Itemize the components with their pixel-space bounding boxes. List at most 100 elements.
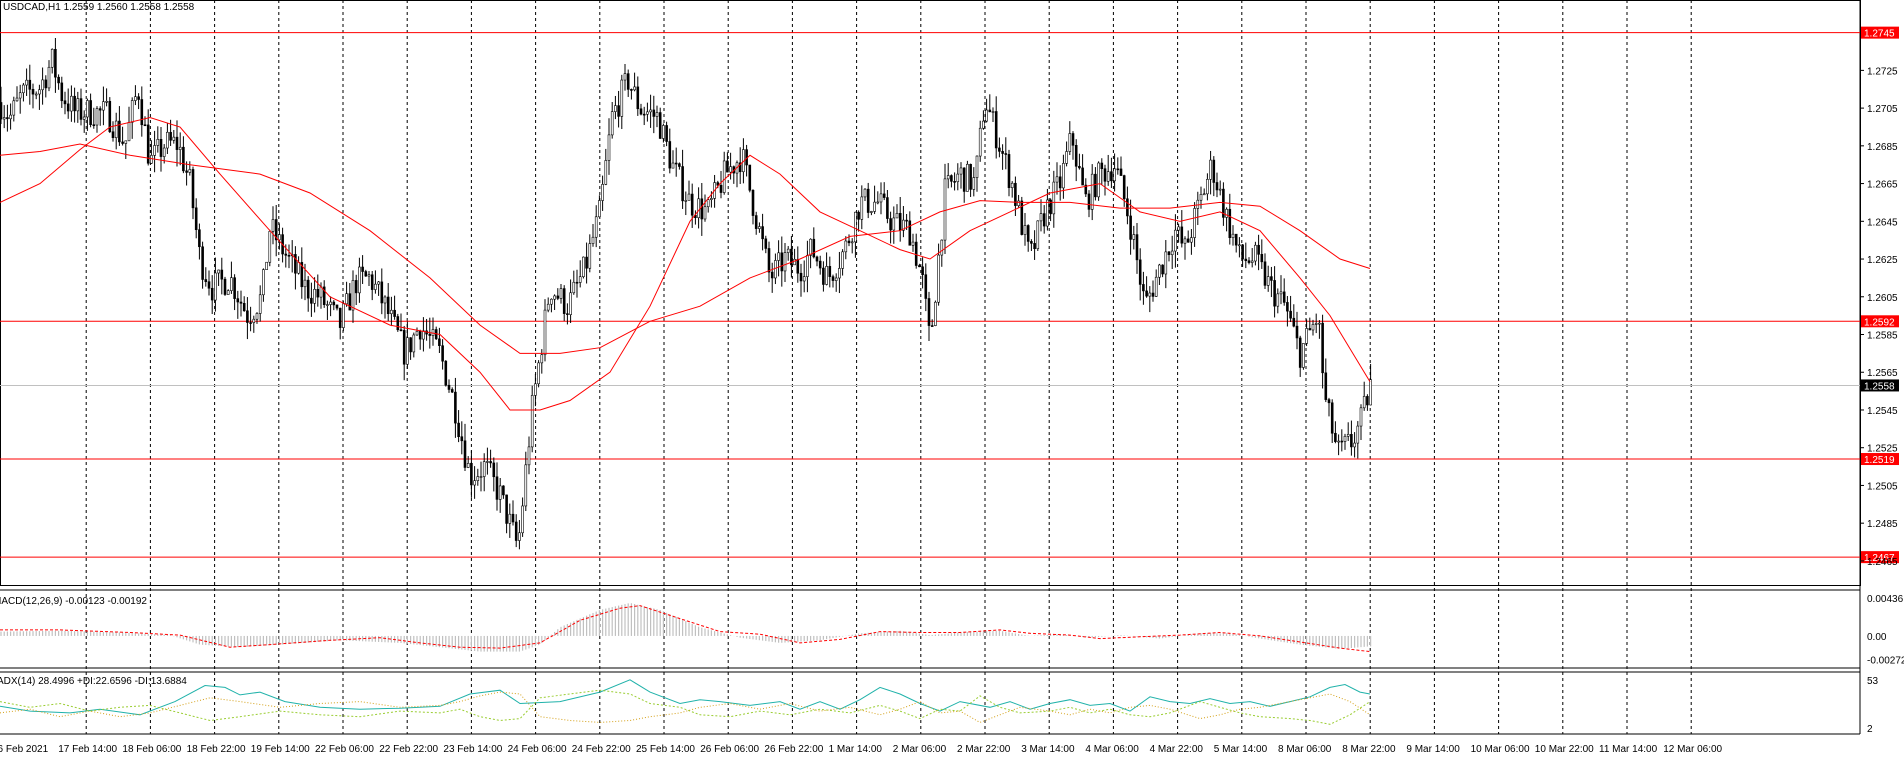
candle-body	[322, 286, 326, 306]
y-tick-label: 1.2465	[1867, 557, 1898, 568]
candle-body	[761, 226, 764, 240]
candle-body	[287, 254, 291, 257]
candle-body	[1026, 225, 1030, 242]
candle-body	[607, 134, 611, 161]
candle-body	[162, 147, 166, 157]
candle-body	[1161, 264, 1164, 275]
candle-body	[799, 272, 803, 282]
candle-body	[556, 295, 560, 299]
candle-body	[1190, 237, 1193, 243]
candle-body	[767, 248, 771, 273]
candle-body	[764, 238, 768, 249]
y-tick-label: 1.2505	[1867, 481, 1898, 492]
candle-body	[655, 112, 659, 117]
candle-body	[60, 82, 64, 102]
candle-body	[486, 461, 489, 463]
candle-body	[1177, 226, 1180, 231]
candle-body	[18, 92, 22, 99]
candle-body	[1087, 193, 1091, 210]
candle-body	[975, 155, 979, 178]
candle-body	[140, 99, 144, 126]
candle-body	[198, 229, 201, 248]
candle-body	[905, 219, 908, 222]
candle-body	[1302, 343, 1305, 368]
candle-body	[124, 140, 128, 144]
candle-body	[610, 111, 614, 136]
candle-body	[313, 288, 316, 304]
price-level-value: 1.2467	[1864, 553, 1895, 564]
y-tick-label: 1.2565	[1867, 368, 1898, 379]
candle-body	[310, 297, 313, 304]
candle-body	[492, 462, 496, 478]
candle-body	[25, 79, 28, 86]
candle-body	[498, 485, 502, 500]
candle-body	[226, 290, 230, 295]
candle-body	[121, 141, 124, 144]
macd-signal-line	[0, 605, 1371, 653]
candle-body	[962, 167, 966, 192]
candle-body	[1292, 317, 1296, 327]
candle-body	[268, 231, 272, 263]
candle-body	[1346, 434, 1350, 437]
candle-body	[1090, 173, 1094, 210]
candle-body	[342, 303, 345, 328]
candle-body	[1356, 425, 1360, 444]
y-tick-label: 1.2605	[1867, 293, 1898, 304]
candle-body	[882, 193, 886, 198]
candle-body	[169, 131, 172, 141]
candle-body	[530, 395, 534, 448]
candle-body	[252, 318, 256, 323]
candle-body	[543, 309, 547, 356]
candle-body	[879, 193, 883, 203]
x-tick-label: 2 Mar 06:00	[893, 744, 947, 755]
candle-body	[642, 113, 646, 116]
candle-body	[1330, 402, 1334, 434]
candle-body	[1042, 213, 1046, 227]
moving-averages	[0, 116, 1371, 411]
candle-body	[588, 243, 592, 269]
candle-body	[937, 254, 940, 303]
candle-body	[479, 476, 483, 478]
candle-body	[1058, 176, 1062, 189]
candle-body	[838, 268, 841, 279]
candle-body	[966, 163, 969, 192]
candle-body	[265, 261, 268, 270]
candle-body	[354, 280, 358, 294]
candle-body	[191, 169, 195, 209]
candle-body	[447, 384, 451, 390]
candle-body	[386, 296, 390, 315]
candle-body	[1100, 162, 1104, 170]
candle-body	[1158, 264, 1161, 278]
candle-body	[156, 138, 160, 146]
candle-body	[50, 48, 54, 68]
candle-body	[783, 252, 787, 272]
candle-body	[738, 162, 742, 173]
candle-body	[1324, 372, 1328, 400]
x-tick-label: 10 Mar 22:00	[1535, 744, 1594, 755]
candle-body	[114, 120, 118, 138]
candle-body	[390, 309, 393, 315]
candle-body	[566, 313, 569, 315]
candle-body	[1074, 145, 1078, 167]
candle-body	[678, 163, 681, 167]
candle-body	[1010, 182, 1014, 188]
candle-body	[770, 271, 774, 279]
x-tick-label: 2 Mar 22:00	[957, 744, 1011, 755]
candle-body	[998, 147, 1001, 152]
x-tick-label: 23 Feb 14:00	[443, 744, 502, 755]
candle-body	[834, 277, 838, 281]
candle-body	[1126, 198, 1129, 217]
candle-body	[726, 160, 729, 173]
candle-body	[1113, 168, 1116, 182]
candle-body	[217, 269, 220, 274]
y-tick-label: 1.2665	[1867, 180, 1898, 191]
candle-body	[399, 329, 403, 332]
candle-body	[1311, 324, 1315, 331]
candle-body	[73, 95, 76, 112]
x-tick-label: 9 Mar 14:00	[1406, 744, 1460, 755]
candle-body	[118, 120, 121, 143]
candle-body	[1327, 399, 1331, 404]
candle-body	[1081, 167, 1084, 186]
candle-body	[793, 258, 796, 266]
